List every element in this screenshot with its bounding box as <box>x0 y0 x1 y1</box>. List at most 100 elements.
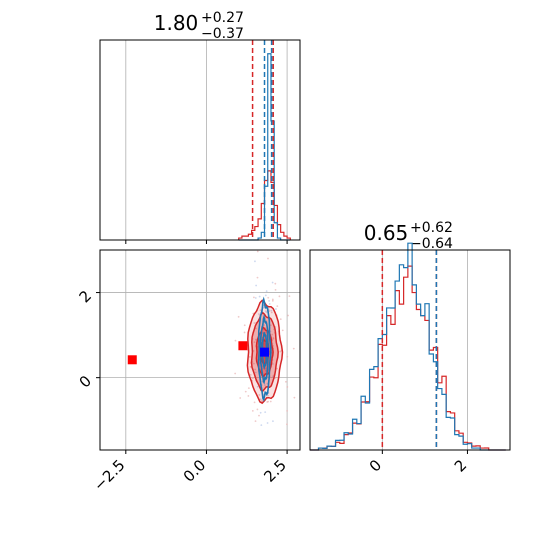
sample-point <box>281 329 284 332</box>
sample-point <box>243 324 246 327</box>
sample-point <box>251 409 254 412</box>
sample-point <box>286 386 289 388</box>
sample-point <box>279 318 282 321</box>
histogram-red-param-2 <box>310 265 506 451</box>
sample-point <box>263 306 265 309</box>
sample-point <box>256 408 259 411</box>
x-tick-label-param-1: 2.5 <box>260 456 290 486</box>
sample-point <box>269 400 272 403</box>
sample-point <box>248 356 251 358</box>
sample-point <box>286 409 289 412</box>
sample-point <box>265 311 268 314</box>
title-param-1-value: 1.80 <box>154 11 199 35</box>
sample-point <box>260 424 263 427</box>
sample-point <box>271 298 274 301</box>
panel-frame <box>99 39 301 241</box>
title-param-2-minus: −0.64 <box>410 236 453 252</box>
sample-point <box>234 339 237 342</box>
sample-point <box>253 322 256 324</box>
sample-point <box>243 331 246 334</box>
sample-point <box>253 341 256 344</box>
sample-point <box>266 422 269 424</box>
sample-point <box>271 281 274 284</box>
sample-point <box>268 303 271 305</box>
sample-point <box>268 310 271 312</box>
x-tick-label-param-2: 2 <box>451 456 470 475</box>
sample-point <box>293 396 296 399</box>
sample-point <box>268 300 271 302</box>
sample-point <box>288 295 291 297</box>
marginal-panel-1 <box>99 39 301 244</box>
sample-point <box>286 423 288 426</box>
sample-point <box>275 308 277 310</box>
y-tick-label-param-2: 2 <box>76 287 95 306</box>
marker-red <box>127 355 137 365</box>
sample-point <box>264 411 267 413</box>
sample-point <box>247 387 250 389</box>
sample-point <box>271 299 274 302</box>
marker-red <box>238 341 248 351</box>
marginal-panel-2 <box>309 242 511 454</box>
sample-point <box>255 327 257 330</box>
sample-point <box>271 363 274 365</box>
sample-point <box>253 296 255 299</box>
sample-point <box>254 260 256 263</box>
sample-point <box>254 371 257 374</box>
sample-point <box>251 377 254 379</box>
sample-point <box>260 400 263 403</box>
title-param-2-plus: +0.62 <box>410 220 453 236</box>
sample-point <box>258 394 261 396</box>
sample-point <box>292 347 295 350</box>
x-tick-label-param-2: 0 <box>366 456 385 475</box>
joint-panel <box>96 249 301 454</box>
sample-point <box>267 296 270 299</box>
sample-point <box>267 394 269 397</box>
sample-point <box>264 294 267 297</box>
sample-point <box>266 401 269 403</box>
sample-point <box>272 337 275 340</box>
sample-point <box>257 313 260 315</box>
sample-point <box>287 314 289 317</box>
y-tick-label-param-2: 0 <box>76 372 95 391</box>
sample-point <box>247 395 250 397</box>
sample-point <box>278 295 281 298</box>
sample-point <box>254 368 257 371</box>
sample-point <box>254 297 257 299</box>
sample-point <box>279 350 282 353</box>
sample-point <box>271 333 274 336</box>
sample-point <box>256 276 259 279</box>
sample-point <box>270 309 273 312</box>
sample-point <box>259 309 262 312</box>
sample-point <box>264 367 267 370</box>
sample-point <box>256 250 259 253</box>
sample-point <box>237 315 240 318</box>
sample-point <box>269 324 272 327</box>
sample-point <box>234 372 237 375</box>
sample-point <box>244 390 247 393</box>
sample-point <box>272 420 274 423</box>
sample-point <box>276 305 279 307</box>
sample-point <box>253 401 256 404</box>
sample-point <box>274 288 277 291</box>
x-tick-label-param-1: 0.0 <box>180 456 210 486</box>
sample-point <box>253 362 255 365</box>
sample-point <box>258 295 261 298</box>
panel-frame <box>99 249 301 451</box>
sample-point <box>254 420 257 422</box>
sample-point <box>249 373 252 376</box>
sample-point <box>265 290 268 293</box>
sample-point <box>255 284 258 287</box>
sample-point <box>255 338 258 341</box>
title-param-1-plus: +0.27 <box>201 10 244 26</box>
sample-point <box>274 282 277 285</box>
sample-point <box>256 385 259 388</box>
marker-blue <box>260 347 270 357</box>
sample-point <box>264 384 266 387</box>
sample-point <box>267 257 269 260</box>
sample-point <box>285 380 287 383</box>
sample-point <box>239 397 242 399</box>
contour-blue <box>257 296 272 402</box>
x-tick-label-param-1: −2.5 <box>90 456 128 494</box>
panel-frame <box>309 249 511 451</box>
